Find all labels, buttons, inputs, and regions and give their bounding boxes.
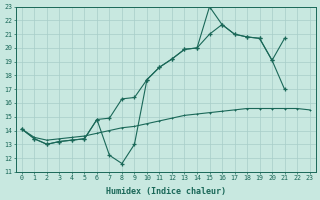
X-axis label: Humidex (Indice chaleur): Humidex (Indice chaleur)	[106, 187, 226, 196]
